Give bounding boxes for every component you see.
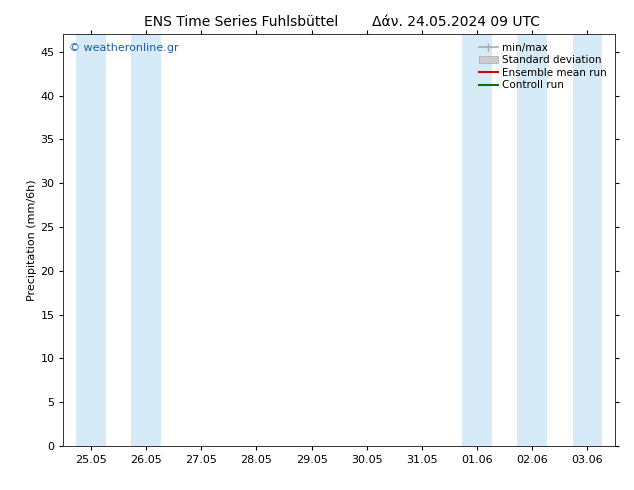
Bar <box>573 34 602 446</box>
Bar <box>462 34 492 446</box>
Bar <box>517 34 547 446</box>
Y-axis label: Precipitation (mm/6h): Precipitation (mm/6h) <box>27 179 37 301</box>
Legend: min/max, Standard deviation, Ensemble mean run, Controll run: min/max, Standard deviation, Ensemble me… <box>476 40 610 94</box>
Text: © weatheronline.gr: © weatheronline.gr <box>69 43 179 52</box>
Bar <box>131 34 161 446</box>
Bar <box>76 34 106 446</box>
Text: Δάν. 24.05.2024 09 UTC: Δάν. 24.05.2024 09 UTC <box>373 15 540 29</box>
Text: ENS Time Series Fuhlsbüttel: ENS Time Series Fuhlsbüttel <box>144 15 338 29</box>
